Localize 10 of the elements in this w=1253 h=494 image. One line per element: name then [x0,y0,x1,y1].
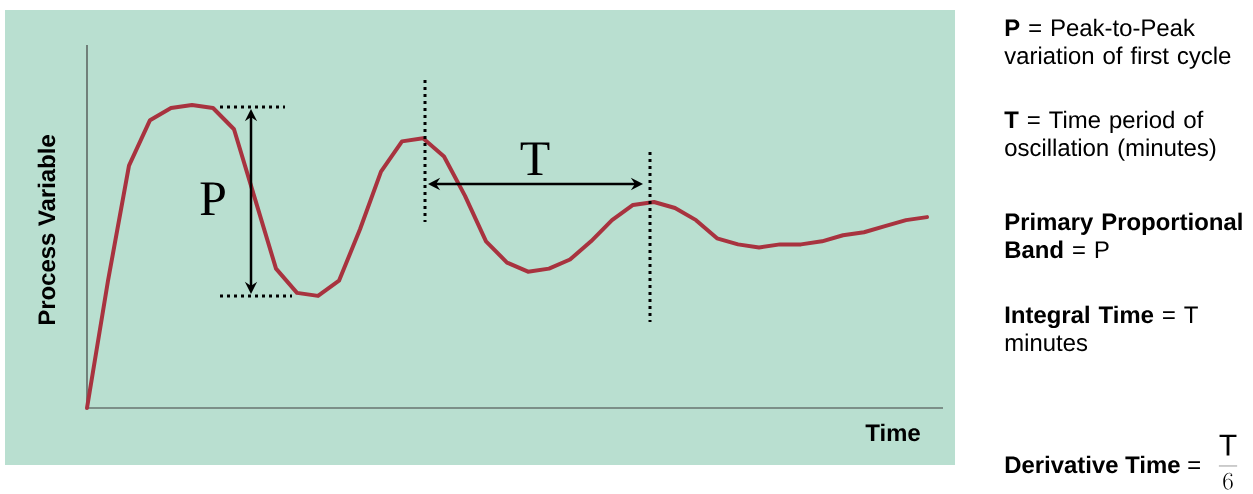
text: Primary Proportional Band = P [1005,212,1242,259]
text: T = Time period of oscillation (minutes) [1004,110,1216,161]
text: Derivative Time = [1005,455,1200,474]
text: P = Peak-to-Peak variation of first cycle [1004,18,1231,69]
annotation: P [200,182,225,215]
x-axis-title: Time [865,423,920,442]
text: $\frac{\mathrm{T}}{6}$ [1218,434,1238,490]
y-axis-title: Process Variable [37,135,56,325]
text: Integral Time = T minutes [1005,305,1198,352]
annotation: T [520,142,550,175]
